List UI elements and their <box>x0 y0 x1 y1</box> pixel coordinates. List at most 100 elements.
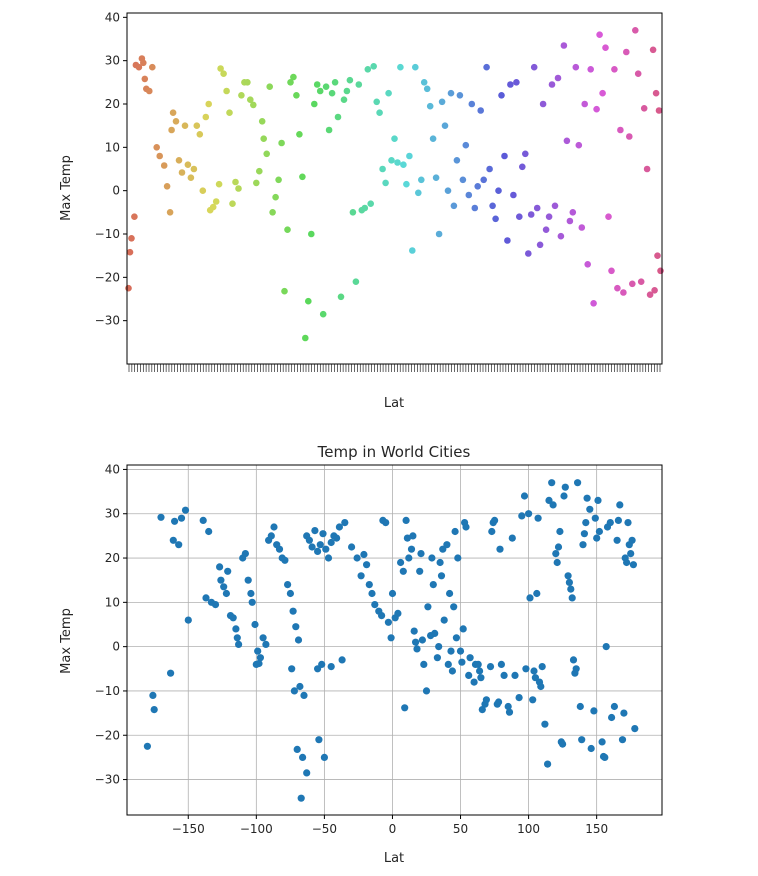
plot2-point <box>456 647 465 655</box>
plot1-point <box>156 152 163 160</box>
plot2-point <box>525 510 533 518</box>
plot1-point <box>632 27 639 34</box>
plot2-point <box>482 696 490 704</box>
plot1-point <box>519 163 526 171</box>
plot2-point <box>211 601 220 609</box>
plot2-y-ticks: −30 −20 −10 0 10 20 30 40 <box>95 462 127 787</box>
plot1-point <box>474 183 482 190</box>
plot2-point <box>319 530 327 538</box>
plot2-point <box>462 523 470 531</box>
plot1-point <box>400 161 407 168</box>
plot2-point <box>308 543 316 551</box>
plot2-point <box>171 517 179 525</box>
plot2-point <box>458 658 466 666</box>
plot2-point <box>552 550 560 558</box>
plot1-point <box>263 150 271 158</box>
plot2-x-tick-label: 100 <box>517 822 540 836</box>
plot2-frame <box>126 464 663 816</box>
plot1-point <box>432 174 440 181</box>
plot2-point <box>216 563 224 571</box>
plot1-point <box>215 180 223 188</box>
plot2-point <box>488 527 496 536</box>
plot2-point <box>538 663 546 671</box>
plot1-point <box>394 159 401 166</box>
plot1-point <box>278 139 285 147</box>
plot2-point <box>281 556 289 564</box>
plot1-point <box>190 165 198 173</box>
plot2-point <box>631 725 639 733</box>
plot2-point <box>495 698 503 706</box>
plot2-point <box>454 554 462 562</box>
plot2-point <box>416 567 424 575</box>
plot2-point <box>229 614 237 622</box>
plot1-point <box>542 226 550 233</box>
plot2-point <box>232 625 240 633</box>
plot2-point <box>567 585 575 593</box>
plot2-point <box>368 589 376 598</box>
plot2-point <box>610 702 619 711</box>
plot2-point <box>574 479 582 487</box>
plot1-point <box>272 193 279 201</box>
plot2-point <box>378 612 386 620</box>
plot1-point <box>572 63 580 71</box>
plot2-point <box>591 514 599 522</box>
plot1-point <box>205 100 212 108</box>
plot2-point <box>217 576 225 584</box>
plot1-point <box>637 278 645 286</box>
plot2-point <box>569 656 578 664</box>
plot2-title: Temp in World Cities <box>317 443 471 461</box>
plot2-point <box>143 742 151 750</box>
plot2-point <box>360 550 368 559</box>
plot1-point <box>444 187 452 194</box>
plot2-point <box>444 660 452 669</box>
plot2-point <box>220 583 228 591</box>
plot1-point <box>146 87 153 95</box>
plot1-point <box>471 204 479 212</box>
plot1-point <box>305 297 312 305</box>
plot1-point <box>504 237 511 244</box>
plot2-y-tick-label: −30 <box>95 773 120 787</box>
plot1-point <box>284 226 291 233</box>
plot2-point <box>428 554 436 562</box>
plot1-point <box>429 135 437 142</box>
plot1-point <box>196 131 204 138</box>
plot2-y-tick-label: 20 <box>105 551 120 565</box>
plot1-point <box>328 89 336 97</box>
plot2-point <box>289 607 297 615</box>
plot2-point <box>233 634 241 642</box>
plot2-point <box>476 667 484 675</box>
plot1-y-tick-label: −30 <box>95 314 120 328</box>
plot2-point <box>303 769 311 777</box>
plot2-y-tick-label: 30 <box>105 507 120 521</box>
plot1-point <box>160 162 168 169</box>
plot2-point <box>335 523 343 531</box>
plot2-point <box>478 706 486 714</box>
plot2-point <box>305 536 313 544</box>
plot1-point <box>651 287 658 294</box>
plot1-point <box>141 75 149 83</box>
plot1-point <box>308 230 315 238</box>
plot2-point <box>465 671 473 680</box>
plot1-point <box>287 79 294 86</box>
plot1-point <box>355 81 363 88</box>
plot2-point <box>401 704 409 712</box>
plot2-point <box>341 519 349 527</box>
plot1-point <box>293 92 300 99</box>
plot1-point <box>498 92 505 99</box>
plot2-point <box>616 501 624 509</box>
plot1-point <box>626 133 633 140</box>
plot2-point <box>579 541 587 549</box>
plot2-point <box>580 530 589 538</box>
plot1-point <box>337 293 345 301</box>
plot1-point <box>441 122 449 129</box>
plot1-point <box>128 235 135 242</box>
plot1-point <box>209 203 217 211</box>
plot2-point <box>593 534 601 542</box>
plot2-point <box>181 506 190 514</box>
plot2-point <box>292 623 300 631</box>
plot1-point <box>513 79 520 86</box>
plot2-point <box>409 532 417 540</box>
plot1-point <box>349 209 357 216</box>
plot1-point <box>311 100 318 108</box>
